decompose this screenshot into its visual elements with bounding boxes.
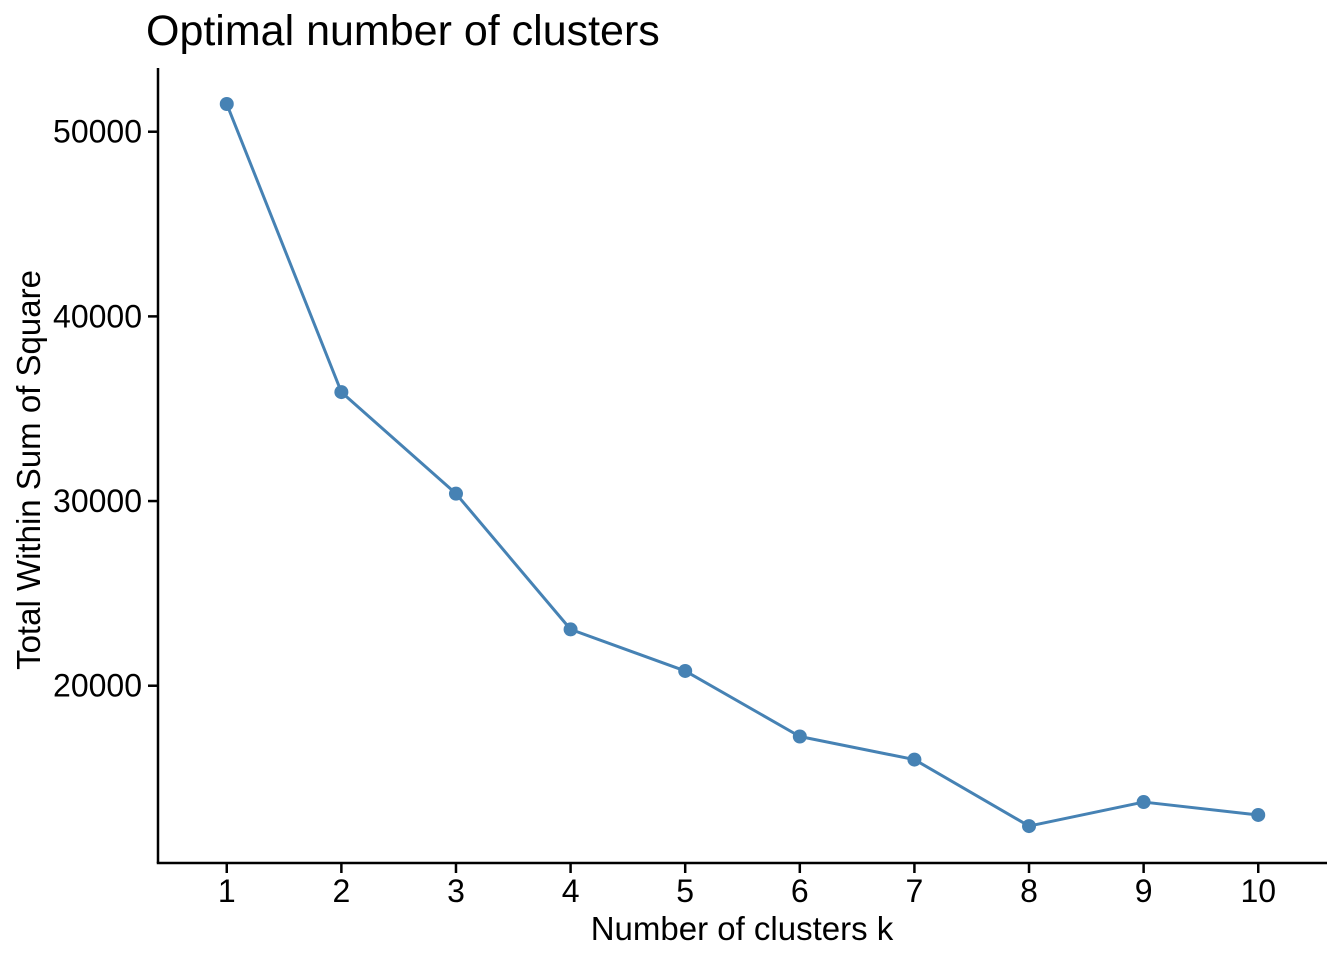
data-point (219, 97, 234, 112)
data-point (1251, 807, 1266, 822)
x-axis-title: Number of clusters k (591, 910, 894, 947)
series-line (225, 102, 1260, 828)
x-tick-label: 1 (218, 873, 236, 909)
data-point (563, 622, 578, 637)
x-tick-label: 8 (1020, 873, 1038, 909)
y-tick-label: 30000 (53, 483, 142, 519)
data-point (907, 752, 922, 767)
x-tick-label: 9 (1135, 873, 1153, 909)
data-point (448, 486, 463, 501)
data-point (678, 663, 693, 678)
y-axis-title: Total Within Sum of Square (10, 270, 47, 670)
data-point (1136, 795, 1151, 810)
x-tick-label: 6 (791, 873, 809, 909)
x-tick-label: 3 (447, 873, 465, 909)
y-tick-label: 50000 (53, 114, 142, 150)
data-point (334, 385, 349, 400)
x-tick-label: 10 (1240, 873, 1276, 909)
x-tick-label: 2 (332, 873, 350, 909)
plot-area: 20000 30000 40000 50000 1 2 3 4 5 6 7 8 9 10 (53, 68, 1327, 909)
x-tick-label: 4 (562, 873, 580, 909)
chart-title: Optimal number of clusters (146, 7, 660, 55)
y-tick-label: 20000 (53, 668, 142, 704)
x-tick-label: 5 (676, 873, 694, 909)
data-point (792, 729, 807, 744)
x-tick-label: 7 (906, 873, 924, 909)
data-point (1022, 819, 1037, 834)
y-tick-label: 40000 (53, 298, 142, 334)
